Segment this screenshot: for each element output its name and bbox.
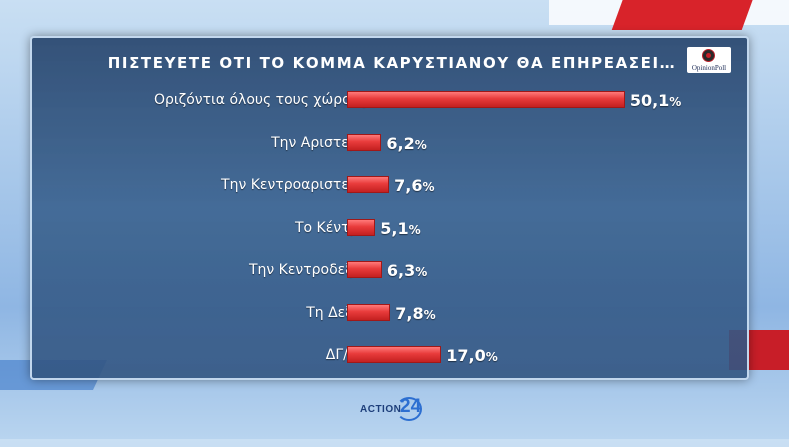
category-label: Την Αριστερά	[271, 134, 367, 151]
opinion-poll-logo: OpinionPoll	[687, 47, 731, 73]
chart-panel: ΠΙΣΤΕΥΕΤΕ ΟΤΙ ΤΟ ΚΟΜΜΑ ΚΑΡΥΣΤΙΑΝΟΥ ΘΑ ΕΠ…	[30, 36, 749, 380]
value-number: 7,6	[394, 176, 423, 195]
value-number: 7,8	[395, 303, 424, 323]
opinion-poll-logo-text: OpinionPoll	[691, 64, 727, 72]
value-unit: %	[669, 95, 682, 109]
value-number: 5,1	[380, 218, 409, 238]
value-label: 7,6%	[394, 176, 434, 195]
value-label: 6,2%	[386, 134, 426, 153]
bar	[347, 218, 376, 236]
value-label: 50,1%	[630, 91, 682, 110]
value-unit: %	[485, 350, 498, 364]
opinion-poll-logo-icon	[702, 49, 715, 62]
value-label: 5,1%	[380, 219, 420, 238]
value-label: 7,8%	[395, 304, 435, 323]
background-stripe-red	[611, 0, 757, 30]
bar	[347, 133, 382, 151]
value-number: 6,2	[386, 133, 415, 153]
category-label: Την Κεντροδεξιά	[248, 262, 367, 278]
action24-logo-text: ACTION	[360, 404, 402, 415]
action24-logo-ring-icon	[396, 397, 422, 421]
action24-logo-number: 24	[400, 396, 422, 417]
bar	[347, 91, 625, 108]
bar	[347, 303, 391, 321]
value-unit: %	[408, 222, 421, 237]
bar	[347, 176, 390, 193]
value-unit: %	[415, 265, 428, 279]
bar-row: Οριζόντια όλους τους χώρους 50,1%	[32, 86, 747, 116]
value-number: 17,0	[446, 346, 486, 365]
value-label: 17,0%	[446, 346, 498, 365]
bar-row: Την Κεντροαριστερά 7,6%	[32, 171, 747, 201]
bar	[347, 346, 442, 363]
category-label: Οριζόντια όλους τους χώρους	[153, 92, 367, 108]
value-label: 6,3%	[387, 261, 427, 280]
value-number: 6,3	[386, 261, 416, 280]
bar	[347, 261, 382, 278]
bar-row: Τη Δεξιά 7,8%	[32, 299, 747, 329]
bar-row: Την Αριστερά 6,2%	[32, 129, 747, 159]
value-unit: %	[414, 137, 427, 152]
bar-row: Το Κέντρο 5,1%	[32, 214, 747, 244]
category-label: Την Κεντροαριστερά	[221, 177, 367, 193]
value-number: 50,1	[629, 91, 670, 110]
value-unit: %	[423, 307, 436, 322]
chart-title: ΠΙΣΤΕΥΕΤΕ ΟΤΙ ΤΟ ΚΟΜΜΑ ΚΑΡΥΣΤΙΑΝΟΥ ΘΑ ΕΠ…	[107, 54, 677, 72]
value-unit: %	[422, 180, 435, 194]
bar-row: ΔΓ/ΔΑ17,0%	[32, 341, 747, 371]
bar-row: Την Κεντροδεξιά 6,3%	[32, 256, 747, 286]
action24-logo: ACTION 24	[358, 396, 428, 424]
